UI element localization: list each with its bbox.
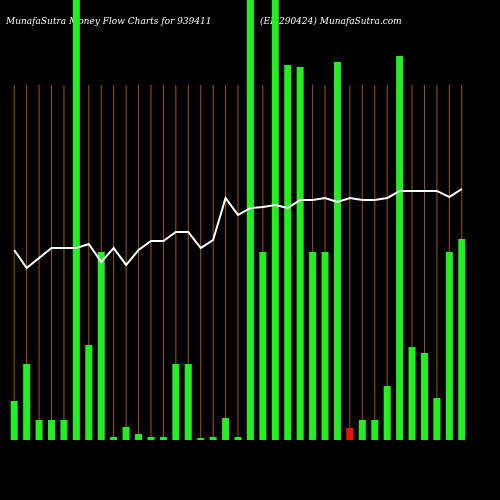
line xyxy=(13,188,463,270)
bar xyxy=(72,0,80,440)
bar xyxy=(10,401,18,440)
bar xyxy=(259,252,267,440)
bar xyxy=(296,67,304,440)
bar xyxy=(209,437,217,440)
bar xyxy=(333,62,341,440)
bar xyxy=(458,239,466,440)
bar xyxy=(445,252,453,440)
chart-title: MunafaSutra Money Flow Charts for 939411 xyxy=(5,17,212,27)
bar xyxy=(122,427,130,440)
bar xyxy=(197,438,205,440)
bar xyxy=(246,0,254,440)
bar xyxy=(420,353,428,440)
bar xyxy=(184,364,192,440)
bar xyxy=(371,420,379,440)
bar xyxy=(309,252,317,440)
bar xyxy=(346,428,354,440)
bar xyxy=(408,347,416,440)
chart-subtitle: (EP 290424) MunafaSutra.com xyxy=(260,16,402,27)
bar xyxy=(172,364,180,440)
bar xyxy=(284,65,292,440)
bar xyxy=(222,418,230,440)
bar xyxy=(433,398,441,440)
bar xyxy=(147,437,155,440)
bar xyxy=(35,420,43,440)
bar xyxy=(48,420,56,440)
bar xyxy=(396,56,404,440)
bar xyxy=(85,345,93,440)
bar xyxy=(358,420,366,440)
bar xyxy=(321,252,329,440)
bar xyxy=(234,437,242,440)
bar xyxy=(23,364,31,440)
bar xyxy=(60,420,68,440)
bar xyxy=(110,437,118,440)
bar xyxy=(271,0,279,440)
bar xyxy=(383,386,391,440)
bar xyxy=(97,252,105,440)
bar xyxy=(159,437,167,440)
bar xyxy=(135,434,143,440)
